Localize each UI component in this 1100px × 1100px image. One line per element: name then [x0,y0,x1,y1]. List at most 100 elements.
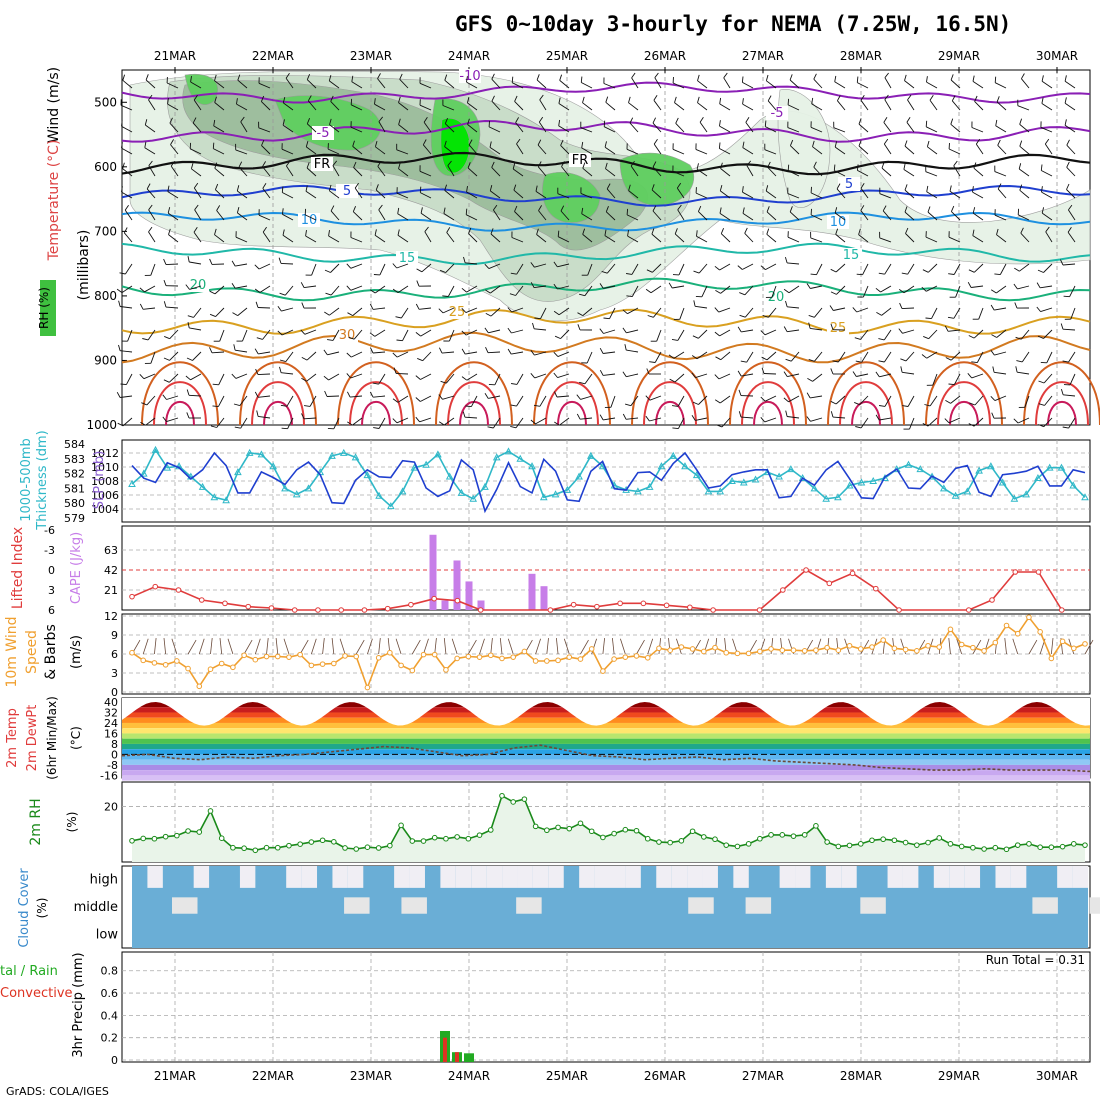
wind-barb-flag [255,301,259,308]
wind-barb-flag [140,421,146,426]
bottom-date-label: 27MAR [742,1069,784,1083]
wind-barb-flag [991,334,997,338]
wind-barb [626,329,639,334]
wind-barb-flag [162,394,167,400]
thickness-series-marker [657,462,666,470]
rh-shading-region [542,172,601,223]
wind-barb [905,233,915,243]
wind-barb [997,188,1007,199]
isotherm-line [121,151,1091,176]
wind10-speed-series-marker [846,642,853,649]
wind-barb-flag [696,230,698,237]
wind-barb [167,212,179,221]
wind-barb-flag [599,347,604,354]
isotherm-line [121,331,1091,364]
wind-barb-flag [163,301,167,308]
wind-barb [1041,191,1053,199]
wind-barb-flag [444,184,448,191]
wind-barb-flag [530,282,535,288]
wind-barb [929,99,938,111]
wind-barb-flag [119,272,126,275]
bottom-date-label: 28MAR [840,1069,882,1083]
wind-barb [191,168,202,177]
wind-barb [535,417,547,425]
wind-barb [953,307,961,319]
thickness-series-marker [434,450,442,458]
wind-barb [144,147,156,155]
wind-barb-flag [255,368,259,375]
wind-barb-flag [629,117,634,124]
wind-barb [787,306,800,309]
wind-barb [242,329,248,342]
wind-barb [330,210,340,221]
wind-barb [214,285,225,295]
wind-barb-flag [118,344,121,351]
wind-barb-flag [812,140,815,147]
wind10-speed-series-marker [981,648,987,654]
wind10-barb [479,638,485,655]
temp-color-band [122,759,1090,765]
wind-barb [558,125,570,133]
wind-barb [420,329,432,337]
rh2m-series-marker [902,839,909,846]
wind-barb [925,171,938,177]
wind-barb [719,395,731,404]
wind-barb [719,329,731,337]
wind-barb [396,417,409,424]
top-date-label: 22MAR [252,49,294,63]
wind10-speed-series-marker [162,661,169,668]
wind-barb-flag [646,368,650,375]
wind-barb-flag [236,206,240,214]
wind-barb [833,307,846,311]
wind-barb [696,168,708,177]
wind-barb [215,307,225,317]
wind-barb [304,285,317,289]
surface-isotherm-loop [153,381,207,426]
wind-barb-flag [599,414,604,421]
wind-barb [765,395,777,402]
wind-barb [262,188,271,199]
wind-barb [262,166,271,177]
wind-barb [835,395,846,405]
surface-isotherm-loop [251,381,305,426]
wind10-speed-series-marker [891,645,898,652]
wind-barb-flag [651,184,655,191]
wind-barb-flag [375,184,379,191]
wind-barb-flag [947,316,954,319]
wind-barb-flag [950,118,954,125]
wind-barb-flag [577,312,584,316]
wind10-barb [948,638,951,655]
wind-barb-flag [301,377,307,382]
wind-barb-flag [256,410,259,417]
wind-barb-flag [142,338,149,341]
wind10-barb [283,638,290,655]
wind-barb [766,351,777,361]
wind-barb [810,327,823,331]
wind-barb [996,101,1007,111]
wind-barb-flag [582,96,585,103]
wind-barb [765,126,777,133]
thickness-series-marker [222,496,230,504]
wind-barb [421,263,432,273]
temp2m-unit-label: (°C) [69,726,83,750]
wind-barb [445,373,455,384]
temp2m-tick-label: 8 [111,738,118,751]
wind-barb-flag [767,161,771,168]
wind-barb [351,351,363,358]
wind-barb-flag [693,300,696,307]
wind-barb-flag [576,394,581,400]
wind-barb [444,123,455,133]
thickness-series-marker [963,487,972,495]
wind10-speed-series-marker [600,668,606,674]
lifted-index-series-marker [1035,569,1042,575]
wind10-speed-series-marker [510,654,517,660]
rh2m-series-marker [801,832,808,838]
wind-barb [192,122,202,133]
wind-barb-flag [467,162,471,169]
cloud-high-clear [995,866,1011,888]
wind-barb-flag [304,405,311,407]
wind-barb-flag [622,413,627,420]
wind-barb-flag [973,162,977,169]
plot-layer: 21MAR21MAR22MAR22MAR23MAR23MAR24MAR24MAR… [0,49,1100,1083]
thickness-series-marker [939,484,948,492]
